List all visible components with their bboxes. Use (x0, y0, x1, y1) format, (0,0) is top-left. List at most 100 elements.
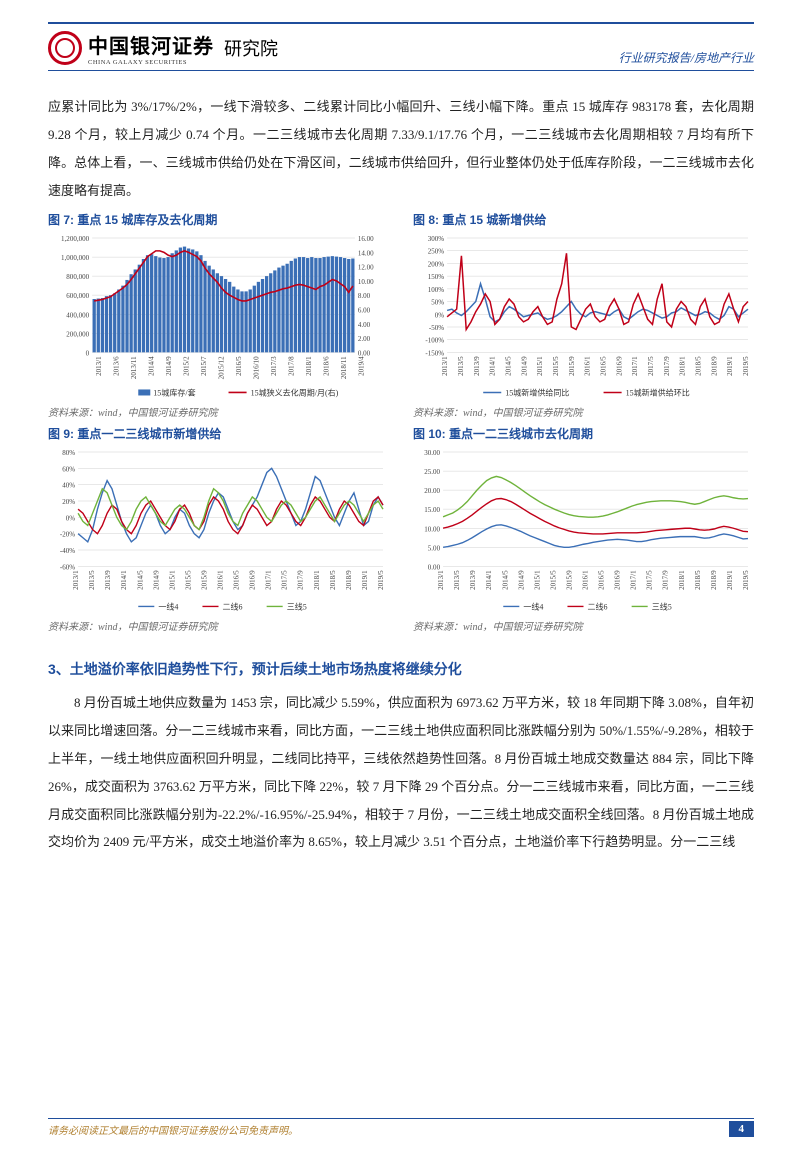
svg-text:2019/1: 2019/1 (726, 356, 734, 376)
svg-text:15城库存/套: 15城库存/套 (153, 387, 195, 397)
svg-text:2018/1: 2018/1 (305, 356, 313, 376)
svg-text:2013/1: 2013/1 (441, 356, 449, 376)
svg-text:2017/3: 2017/3 (270, 356, 278, 376)
fig8-source: 资料来源：wind，中国银河证券研究院 (413, 404, 754, 419)
svg-text:2015/5: 2015/5 (184, 570, 192, 590)
svg-text:2016/5: 2016/5 (598, 570, 606, 590)
fig7-title: 图 7: 重点 15 城库存及去化周期 (48, 211, 389, 228)
svg-text:25.00: 25.00 (424, 468, 440, 476)
svg-text:2013/1: 2013/1 (95, 356, 103, 376)
svg-text:2018/9: 2018/9 (710, 570, 718, 590)
svg-text:20%: 20% (62, 498, 75, 506)
svg-text:0%: 0% (66, 514, 76, 522)
svg-text:2018/6: 2018/6 (323, 356, 331, 376)
svg-text:2018/11: 2018/11 (340, 356, 348, 379)
svg-text:15城新增供给环比: 15城新增供给环比 (626, 387, 690, 397)
svg-text:0.00: 0.00 (428, 563, 441, 571)
svg-text:2014/1: 2014/1 (485, 570, 493, 590)
svg-text:二线6: 二线6 (588, 601, 608, 611)
fig10-col: 图 10: 重点一二三线城市去化周期 0.005.0010.0015.0020.… (413, 425, 754, 633)
svg-text:2015/9: 2015/9 (565, 570, 573, 590)
svg-text:400,000: 400,000 (66, 311, 89, 319)
svg-text:16.00: 16.00 (358, 235, 374, 243)
svg-text:2019/1: 2019/1 (726, 570, 734, 590)
svg-text:2016/9: 2016/9 (614, 570, 622, 590)
svg-text:2018/1: 2018/1 (679, 356, 687, 376)
svg-text:2017/9: 2017/9 (663, 356, 671, 376)
logo-suffix: 研究院 (224, 35, 278, 61)
svg-text:-150%: -150% (425, 349, 444, 357)
fig9-source: 资料来源：wind，中国银河证券研究院 (48, 618, 389, 633)
fig9-chart: -60%-40%-20%0%20%40%60%80%2013/12013/520… (48, 446, 389, 616)
svg-text:-100%: -100% (425, 336, 444, 344)
svg-text:2013/1: 2013/1 (437, 570, 445, 590)
svg-text:2013/9: 2013/9 (473, 356, 481, 376)
svg-text:-20%: -20% (60, 530, 75, 538)
chart-row-2: 图 9: 重点一二三线城市新增供给 -60%-40%-20%0%20%40%60… (48, 425, 754, 633)
svg-text:三线5: 三线5 (287, 601, 307, 611)
svg-text:2018/9: 2018/9 (710, 356, 718, 376)
svg-text:0%: 0% (435, 311, 445, 319)
svg-text:2.00: 2.00 (358, 335, 371, 343)
svg-text:2019/5: 2019/5 (742, 356, 750, 376)
svg-text:2016/1: 2016/1 (584, 356, 592, 376)
svg-text:200%: 200% (428, 260, 445, 268)
fig9-title: 图 9: 重点一二三线城市新增供给 (48, 425, 389, 442)
svg-text:2014/4: 2014/4 (147, 356, 155, 376)
svg-text:100%: 100% (428, 286, 445, 294)
svg-text:2015/7: 2015/7 (200, 356, 208, 376)
svg-text:0.00: 0.00 (358, 349, 371, 357)
logo-text-wrap: 中国银河证券 CHINA GALAXY SECURITIES (88, 30, 214, 66)
svg-text:5.00: 5.00 (428, 544, 441, 552)
svg-text:2015/2: 2015/2 (182, 356, 190, 376)
svg-text:2018/5: 2018/5 (329, 570, 337, 590)
svg-text:2016/1: 2016/1 (582, 570, 590, 590)
svg-text:三线5: 三线5 (652, 601, 672, 611)
svg-text:2016/1: 2016/1 (217, 570, 225, 590)
svg-text:2017/1: 2017/1 (631, 356, 639, 376)
svg-text:10.00: 10.00 (358, 278, 374, 286)
svg-text:2014/5: 2014/5 (501, 570, 509, 590)
svg-text:14.00: 14.00 (358, 249, 374, 257)
svg-text:2013/11: 2013/11 (130, 356, 138, 379)
fig8-title: 图 8: 重点 15 城新增供给 (413, 211, 754, 228)
svg-text:250%: 250% (428, 247, 445, 255)
svg-text:2015/12: 2015/12 (218, 356, 226, 379)
svg-text:2016/9: 2016/9 (249, 570, 257, 590)
fig10-chart: 0.005.0010.0015.0020.0025.0030.002013/12… (413, 446, 754, 616)
header: 中国银河证券 CHINA GALAXY SECURITIES 研究院 行业研究报… (48, 30, 754, 71)
svg-text:2015/1: 2015/1 (168, 570, 176, 590)
svg-text:2014/9: 2014/9 (152, 570, 160, 590)
svg-text:2014/1: 2014/1 (120, 570, 128, 590)
svg-text:2013/5: 2013/5 (88, 570, 96, 590)
svg-text:2015/1: 2015/1 (536, 356, 544, 376)
svg-text:2013/5: 2013/5 (453, 570, 461, 590)
svg-text:2018/1: 2018/1 (678, 570, 686, 590)
svg-text:8.00: 8.00 (358, 292, 371, 300)
footer: 请务必阅读正文最后的中国银河证券股份公司免责声明。 4 (48, 1118, 754, 1137)
paragraph-2: 8 月份百城土地供应数量为 1453 宗，同比减少 5.59%，供应面积为 69… (48, 689, 754, 857)
fig7-chart: 0200,000400,000600,000800,0001,000,0001,… (48, 232, 389, 402)
svg-text:2015/5: 2015/5 (549, 570, 557, 590)
svg-text:-50%: -50% (429, 324, 444, 332)
svg-text:2016/5: 2016/5 (599, 356, 607, 376)
svg-text:60%: 60% (62, 465, 75, 473)
section-3-title: 3、土地溢价率依旧趋势性下行，预计后续土地市场热度将继续分化 (48, 659, 754, 679)
chart-row-1: 图 7: 重点 15 城库存及去化周期 0200,000400,000600,0… (48, 211, 754, 419)
svg-text:2017/5: 2017/5 (647, 356, 655, 376)
svg-text:2015/1: 2015/1 (533, 570, 541, 590)
svg-text:2013/9: 2013/9 (104, 570, 112, 590)
svg-text:15城新增供给同比: 15城新增供给同比 (505, 387, 569, 397)
logo-block: 中国银河证券 CHINA GALAXY SECURITIES 研究院 (48, 30, 278, 66)
svg-text:2017/8: 2017/8 (288, 356, 296, 376)
svg-text:2019/5: 2019/5 (377, 570, 385, 590)
svg-text:2016/10: 2016/10 (253, 356, 261, 379)
fig7-source: 资料来源：wind，中国银河证券研究院 (48, 404, 389, 419)
svg-text:2016/5: 2016/5 (233, 570, 241, 590)
svg-text:2014/5: 2014/5 (504, 356, 512, 376)
logo-icon (48, 31, 82, 65)
svg-text:30.00: 30.00 (424, 449, 440, 457)
svg-text:2013/1: 2013/1 (72, 570, 80, 590)
svg-text:50%: 50% (431, 298, 444, 306)
svg-text:2017/1: 2017/1 (265, 570, 273, 590)
